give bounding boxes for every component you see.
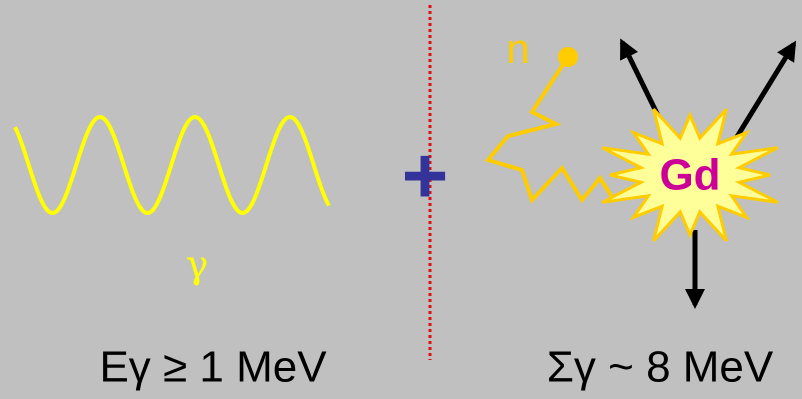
page: γ + n Gd Eγ ≥ 1 MeV Σγ ~ 8 MeV (() => { … xyxy=(0,0,802,399)
neutron-dot xyxy=(558,47,578,67)
neutron-label: n xyxy=(506,25,529,72)
plus-sign: + xyxy=(402,131,449,220)
diagram: γ + n Gd Eγ ≥ 1 MeV Σγ ~ 8 MeV xyxy=(0,0,802,399)
left-caption: Eγ ≥ 1 MeV xyxy=(99,343,327,392)
gd-label: Gd xyxy=(659,151,720,200)
gamma-label: γ xyxy=(186,243,209,287)
right-caption: Σγ ~ 8 MeV xyxy=(547,343,774,392)
